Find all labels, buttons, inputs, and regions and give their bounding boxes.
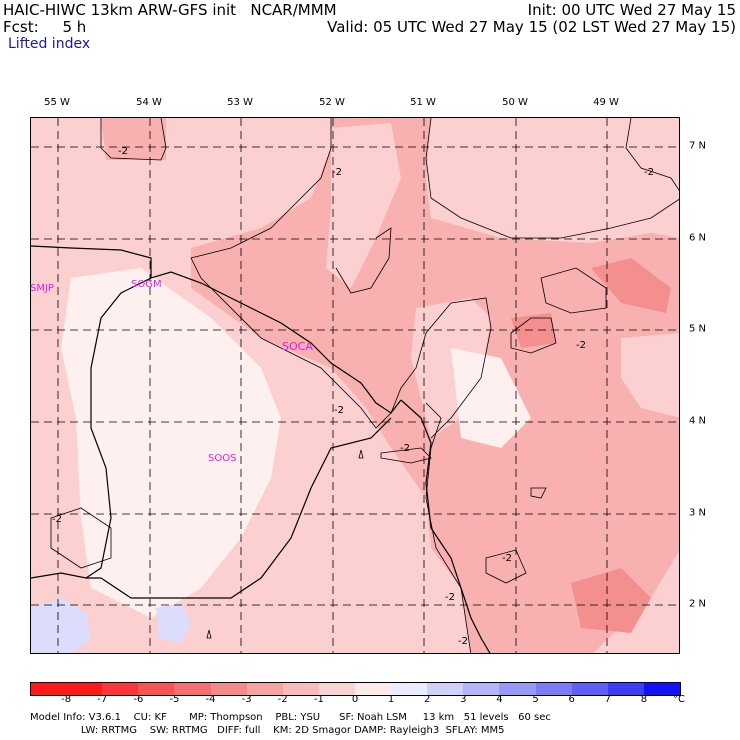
contour-value-label: -2 xyxy=(118,146,128,157)
field-name: Lifted index xyxy=(8,36,91,52)
contour-value-label: -2 xyxy=(576,340,586,351)
colorbar-swatch xyxy=(427,682,464,696)
model-info-line2: LW: RRTMG SW: RRTMG DIFF: full KM: 2D Sm… xyxy=(30,725,505,736)
lat-label-2n: 2 N xyxy=(689,598,707,610)
model-title: HAIC-HIWC 13km ARW-GFS init NCAR/MMM xyxy=(3,1,337,19)
shade-region-lt-minus2 xyxy=(101,118,679,653)
colorbar-swatch xyxy=(463,682,500,696)
shade-region-light xyxy=(326,123,401,288)
shade-region-light xyxy=(426,118,679,243)
colorbar-tick-label: 0 xyxy=(351,694,359,705)
colorbar-swatch xyxy=(174,682,212,696)
lon-label-55w: 55 W xyxy=(44,97,70,108)
country-boundaries xyxy=(31,245,491,653)
contour-value-label: -2 xyxy=(52,514,62,525)
colorbar-tick-label: -2 xyxy=(277,694,288,705)
valid-time: Valid: 05 UTC Wed 27 May 15 (02 LST Wed … xyxy=(327,18,736,36)
lat-label-4n: 4 N xyxy=(689,415,707,427)
forecast-hour: Fcst: 5 h xyxy=(3,18,87,36)
lat-lon-grid xyxy=(31,118,679,653)
colorbar-tick-label: 5 xyxy=(532,694,539,705)
lon-label-50w: 50 W xyxy=(502,97,528,108)
colorbar-tick-label: -3 xyxy=(241,694,252,705)
init-time: Init: 00 UTC Wed 27 May 15 xyxy=(527,1,736,19)
shade-region-light xyxy=(411,298,491,438)
small-contour-feature xyxy=(206,629,212,639)
contour-value-label: -2 xyxy=(400,443,410,454)
colorbar-swatch xyxy=(66,682,103,696)
lifted-index-map xyxy=(30,117,680,654)
lon-label-51w: 51 W xyxy=(410,97,436,108)
colorbar-tick-label: -4 xyxy=(205,694,216,705)
colorbar-tick-label: -5 xyxy=(169,694,180,705)
contour-value-label: -2 xyxy=(502,553,512,564)
shade-region-lt-minus3 xyxy=(571,568,651,633)
colorbar-swatch xyxy=(138,682,175,696)
contour-lines xyxy=(50,118,679,653)
contour-value-label: -2 xyxy=(445,592,455,603)
contour-value-label: -2 xyxy=(458,636,468,647)
lat-label-3n: 3 N xyxy=(689,507,707,519)
colorbar-swatch xyxy=(282,682,320,696)
colorbar-tick-label: -1 xyxy=(313,694,324,705)
contour-value-label: -2 xyxy=(332,167,342,178)
shade-region-lt-minus3 xyxy=(591,258,671,313)
shade-region-light xyxy=(621,333,679,418)
colorbar-swatch xyxy=(499,682,537,696)
small-contour-feature xyxy=(358,449,364,459)
colorbar-tick-label: 3 xyxy=(460,694,467,705)
lon-label-52w: 52 W xyxy=(319,97,345,108)
colorbar-swatch xyxy=(102,682,139,696)
colorbar-unit: °C xyxy=(673,694,685,705)
colorbar-swatch xyxy=(643,682,682,696)
colorbar-tick-label: -7 xyxy=(97,694,108,705)
shade-region-near-zero xyxy=(61,268,531,618)
contour-value-label: -2 xyxy=(334,405,344,416)
colorbar-swatch xyxy=(607,682,645,696)
colorbar-swatch xyxy=(391,682,428,696)
colorbar-tick-label: 1 xyxy=(387,694,395,705)
colorbar-swatch xyxy=(30,682,68,696)
lat-label-5n: 5 N xyxy=(689,323,707,335)
colorbar-swatch xyxy=(246,682,284,696)
colorbar-swatch xyxy=(210,682,248,696)
colorbar-tick-label: 4 xyxy=(496,694,503,705)
lon-label-53w: 53 W xyxy=(227,97,253,108)
model-info-line1: Model Info: V3.6.1 CU: KF MP: Thompson P… xyxy=(30,712,551,723)
colorbar-tick-label: 6 xyxy=(568,694,575,705)
station-label: SOOS xyxy=(208,453,237,464)
colorbar-swatch xyxy=(355,682,392,696)
shade-region-positive xyxy=(31,598,91,653)
shade-region-lt-minus3 xyxy=(511,313,556,348)
colorbar-tick-label: 2 xyxy=(424,694,431,705)
colorbar-tick-label: 7 xyxy=(604,694,611,705)
colorbar-tick-label: 8 xyxy=(640,694,648,705)
station-label: SMJP xyxy=(30,283,54,294)
station-label: SOGM xyxy=(131,279,162,290)
lon-label-54w: 54 W xyxy=(136,97,162,108)
colorbar-swatch xyxy=(535,682,573,696)
colorbar-tick-label: -6 xyxy=(133,694,144,705)
shade-region-positive xyxy=(156,603,191,643)
colorbar-swatch xyxy=(571,682,609,696)
contour-value-label: -2 xyxy=(644,167,654,178)
colorbar-tick-label: -8 xyxy=(61,694,72,705)
lat-label-6n: 6 N xyxy=(689,232,707,244)
station-label: SOCA xyxy=(282,340,313,353)
lat-label-7n: 7 N xyxy=(689,140,707,152)
colorbar-swatch xyxy=(318,682,356,696)
map-canvas xyxy=(31,118,679,653)
lon-label-49w: 49 W xyxy=(593,97,619,108)
